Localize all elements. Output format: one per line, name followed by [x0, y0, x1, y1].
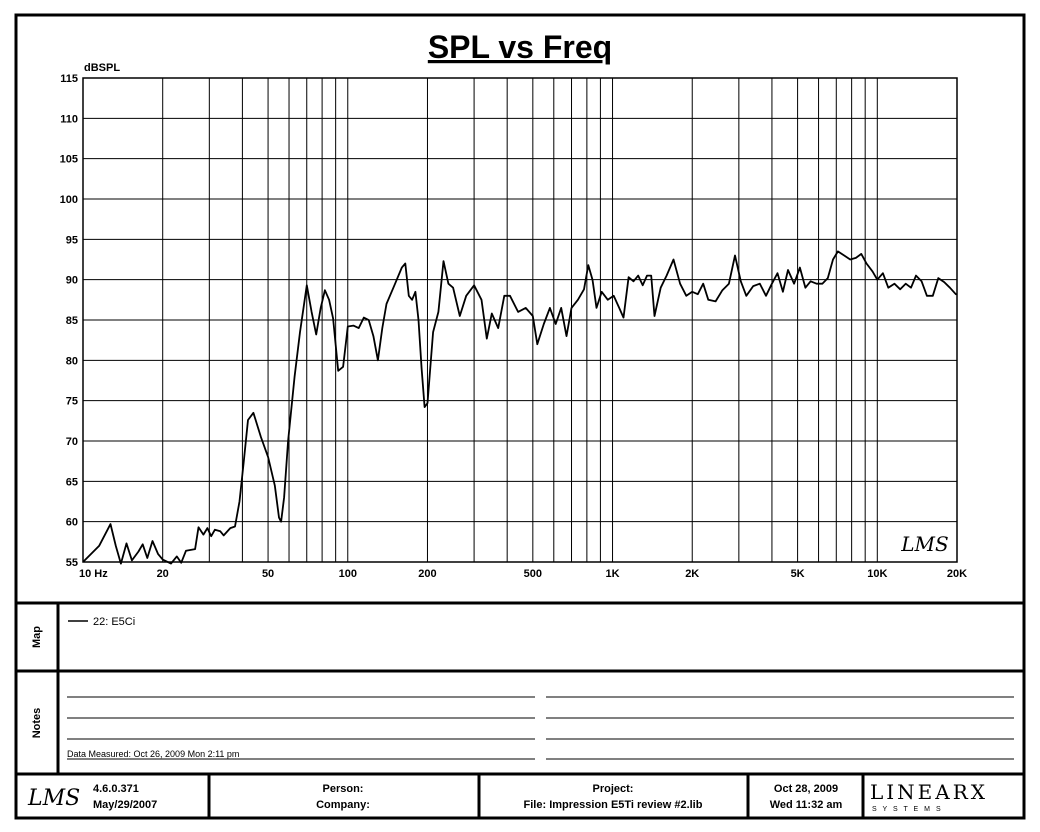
linearx-logo-subtitle: S Y S T E M S: [872, 806, 943, 813]
y-tick-label: 90: [66, 275, 78, 287]
x-tick-label: 100: [339, 568, 357, 580]
y-tick-label: 115: [60, 73, 78, 85]
plot-grid: [82, 77, 958, 563]
y-tick-label: 65: [66, 476, 78, 488]
x-tick-label: 20K: [947, 568, 967, 580]
lms-logo: LMS: [27, 786, 80, 811]
plot-border: [82, 77, 958, 563]
y-tick-label: 75: [66, 396, 78, 408]
legend-entry-label: 22: E5Ci: [93, 616, 135, 628]
person-field: Person:: [323, 783, 364, 795]
software-version-date: May/29/2007: [93, 799, 157, 811]
x-tick-label: 500: [524, 568, 542, 580]
y-tick-label: 100: [60, 194, 78, 206]
x-tick-label: 50: [262, 568, 274, 580]
y-tick-label: 105: [60, 154, 78, 166]
y-tick-label: 70: [66, 436, 78, 448]
x-tick-label: 5K: [791, 568, 805, 580]
y-tick-label: 55: [66, 557, 78, 569]
map-label: Map: [31, 626, 43, 648]
x-tick-labels: 10 Hz 20 50 100 200 500 1K 2K 5K 10K 20K: [79, 568, 967, 580]
y-tick-labels: 55 60 65 70 75 80 85 90 95 100 105 110 115: [60, 73, 78, 569]
y-tick-label: 60: [66, 517, 78, 529]
project-field: Project:: [593, 783, 634, 795]
linearx-logo: LINEARX: [870, 780, 988, 804]
lms-watermark: LMS: [900, 532, 948, 556]
x-tick-label: 10K: [867, 568, 887, 580]
file-name: File: Impression E5Ti review #2.lib: [524, 799, 703, 811]
series-line-e5ci: [82, 250, 957, 565]
chart-title: SPL vs Freq: [428, 29, 612, 65]
y-tick-label: 80: [66, 355, 78, 367]
report-time: Wed 11:32 am: [770, 799, 843, 811]
notes-lines: [67, 696, 1014, 760]
y-tick-label: 110: [60, 113, 78, 125]
y-axis-label: dBSPL: [84, 62, 120, 74]
y-tick-label: 95: [66, 234, 78, 246]
company-field: Company:: [316, 799, 370, 811]
x-tick-label: 1K: [606, 568, 620, 580]
report-date: Oct 28, 2009: [774, 783, 838, 795]
x-tick-label: 10 Hz: [79, 568, 108, 580]
notes-label: Notes: [31, 708, 43, 739]
plot-series: [82, 250, 957, 565]
x-tick-label: 20: [157, 568, 169, 580]
outer-frame: [14, 13, 1026, 820]
x-tick-label: 200: [418, 568, 436, 580]
data-measured-note: Data Measured: Oct 26, 2009 Mon 2:11 pm: [67, 749, 239, 759]
y-tick-label: 85: [66, 315, 78, 327]
x-tick-label: 2K: [685, 568, 699, 580]
software-version: 4.6.0.371: [93, 783, 139, 795]
